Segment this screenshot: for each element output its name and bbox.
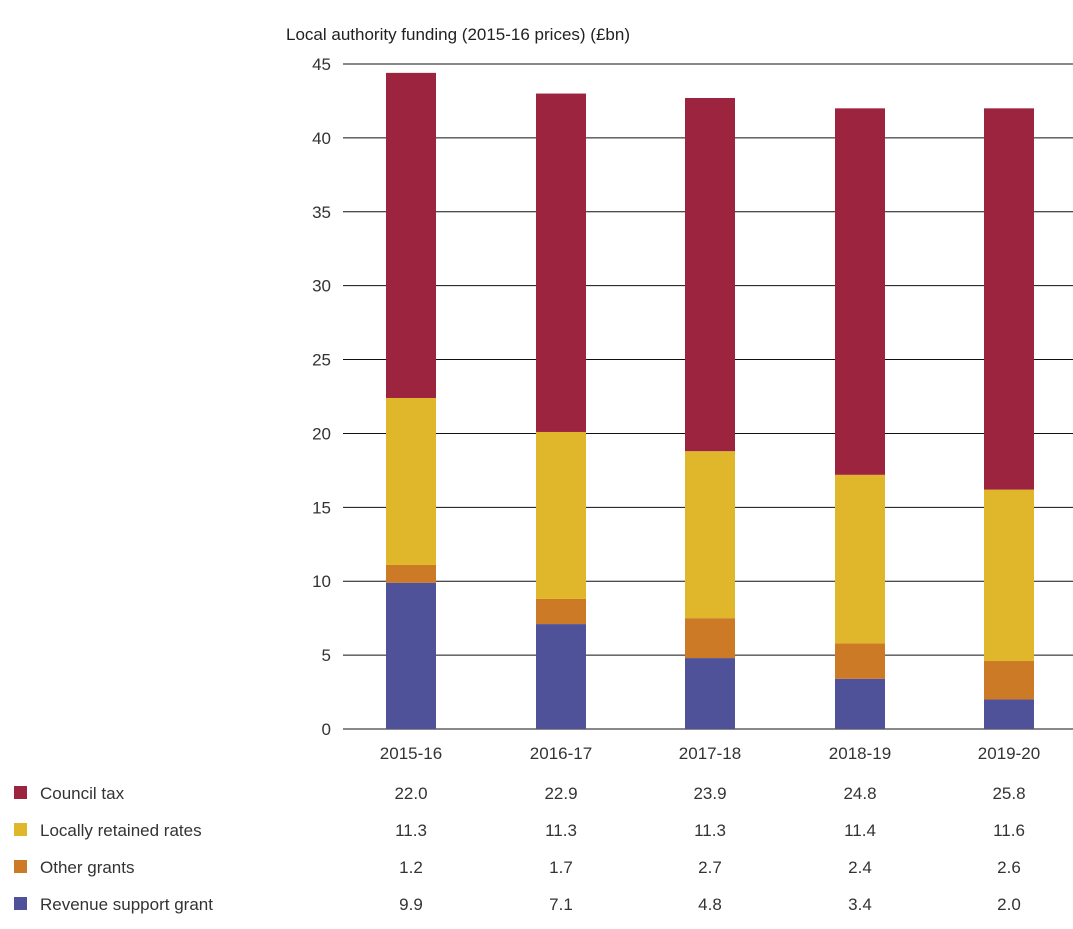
bar-segment [536,93,586,432]
legend-label: Other grants [40,858,135,877]
bar-segment [685,97,735,452]
legend-swatch [14,786,27,799]
x-tick-label: 2016-17 [530,744,592,763]
bar-segment [685,618,735,659]
data-table-value: 11.3 [395,821,427,840]
x-tick-label: 2015-16 [380,744,442,763]
data-table-value: 1.2 [399,858,423,877]
x-axis-ticks: 2015-16 2016-17 2017-18 2018-19 2019-20 [380,744,1040,763]
bar-segment [685,658,735,729]
y-tick-label: 15 [312,498,331,517]
y-tick-label: 40 [312,129,331,148]
data-table-value: 22.9 [544,784,577,803]
legend-swatch [14,823,27,836]
y-tick-label: 0 [322,720,331,739]
x-tick-label: 2018-19 [829,744,891,763]
data-table-value: 9.9 [399,895,423,914]
data-table-value: 11.3 [545,821,577,840]
data-table-value: 2.6 [997,858,1021,877]
data-table-value: 2.0 [997,895,1021,914]
y-tick-label: 30 [312,277,331,296]
legend-swatch [14,897,27,910]
legend-label: Locally retained rates [40,821,202,840]
chart-title: Local authority funding (2015-16 prices)… [286,25,630,44]
data-table-value: 2.7 [698,858,722,877]
data-table-value: 2.4 [848,858,872,877]
data-table-value: 7.1 [549,895,573,914]
data-table-value: 24.8 [843,784,876,803]
bars [386,72,1034,729]
y-tick-label: 35 [312,203,331,222]
y-tick-label: 5 [322,646,331,665]
bar-segment [984,108,1034,490]
y-tick-label: 10 [312,572,331,591]
bar-segment [685,451,735,619]
data-table-value: 11.3 [694,821,726,840]
bar-segment [984,661,1034,700]
y-axis-ticks: 0 5 10 15 20 25 30 35 40 45 [312,55,331,739]
bar-segment [536,624,586,729]
data-table-value: 11.6 [993,821,1025,840]
bar-segment [386,582,436,729]
bar-segment [386,72,436,398]
bar-segment [835,643,885,679]
data-table-value: 3.4 [848,895,872,914]
bar-segment [536,598,586,625]
data-table-value: 4.8 [698,895,722,914]
bar-segment [835,474,885,644]
bar-segment [386,564,436,583]
data-table-value: 23.9 [693,784,726,803]
y-tick-label: 25 [312,351,331,370]
legend-label: Revenue support grant [40,895,213,914]
y-tick-label: 20 [312,424,331,443]
legend-table: Council tax 22.0 22.9 23.9 24.8 25.8 Locally r… [14,784,1026,914]
bar-segment [835,108,885,475]
y-tick-label: 45 [312,55,331,74]
bar-segment [984,699,1034,729]
legend-label: Council tax [40,784,125,803]
bar-segment [984,489,1034,662]
data-table-value: 11.4 [844,821,876,840]
bar-segment [536,431,586,599]
bar-segment [835,678,885,729]
legend-swatch [14,860,27,873]
bar-segment [386,397,436,565]
data-table-value: 25.8 [992,784,1025,803]
x-tick-label: 2017-18 [679,744,741,763]
data-table-value: 22.0 [394,784,427,803]
x-tick-label: 2019-20 [978,744,1040,763]
data-table-value: 1.7 [549,858,573,877]
